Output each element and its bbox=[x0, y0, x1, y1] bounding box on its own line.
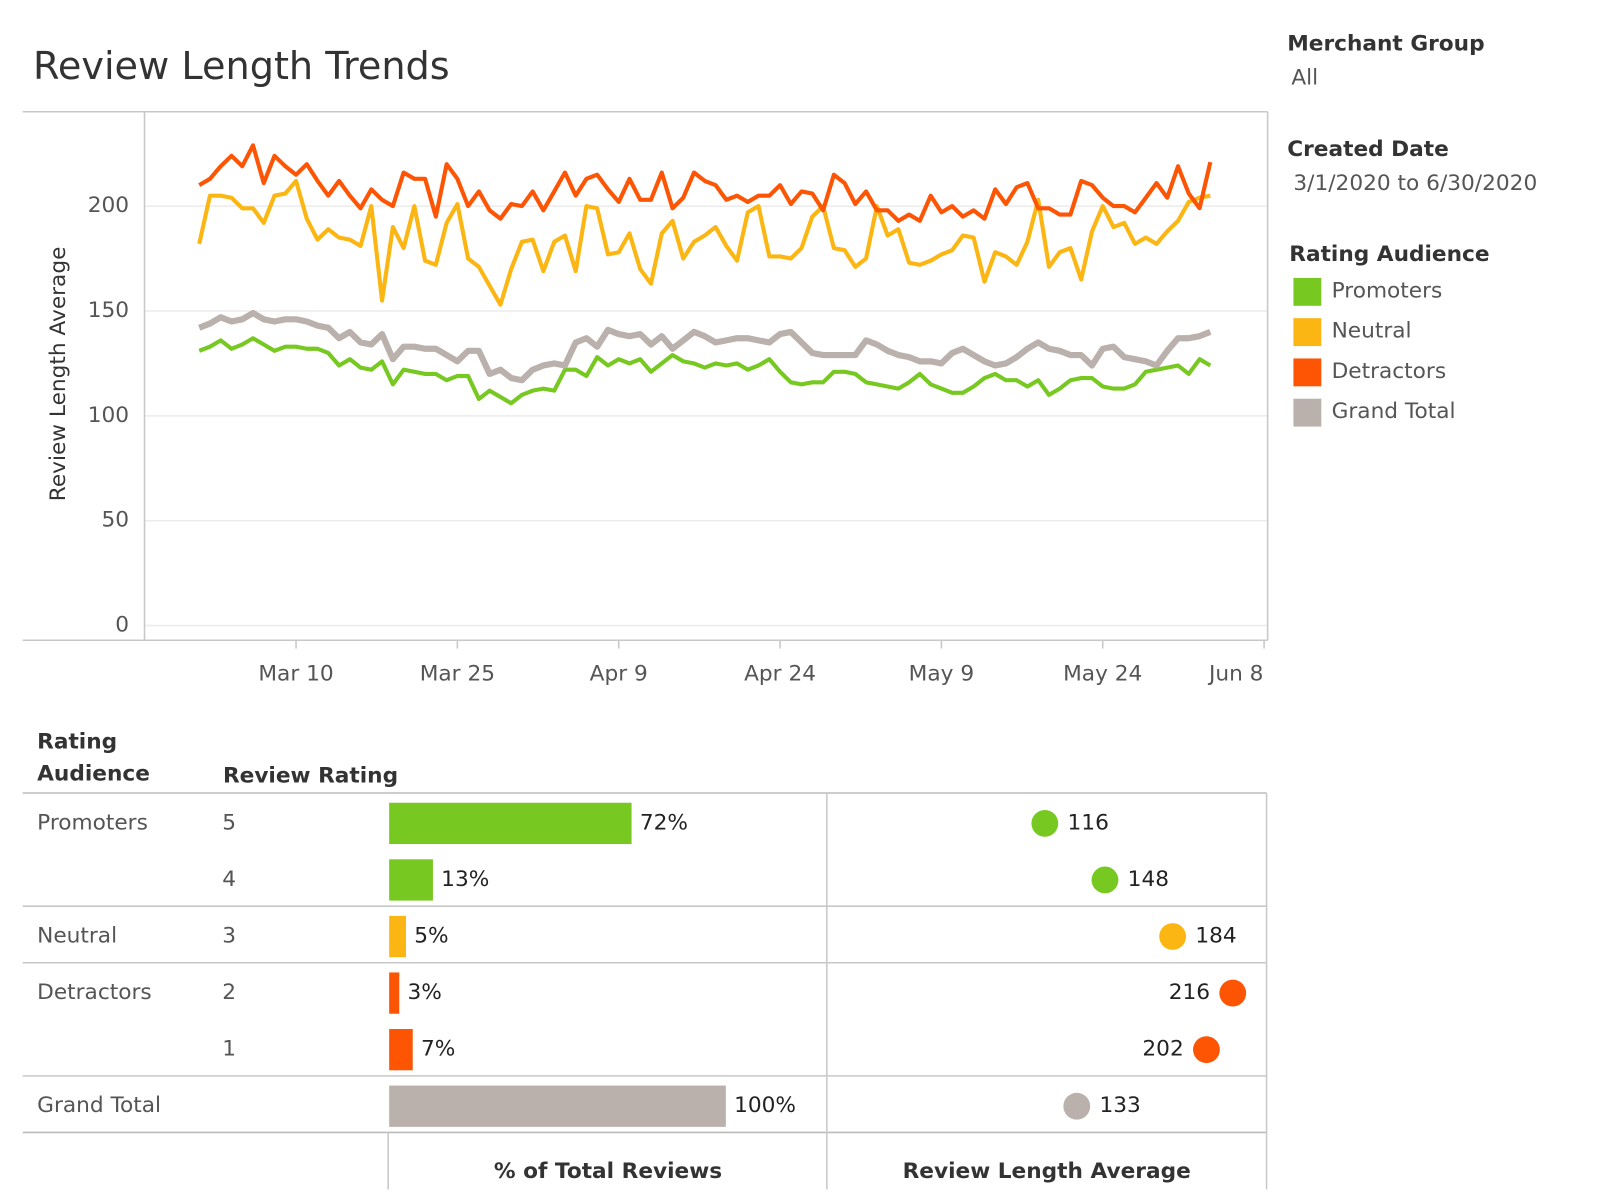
row-header-line: Rating bbox=[37, 729, 125, 754]
series-line bbox=[197, 178, 1211, 307]
legend-label[interactable]: Grand Total bbox=[1332, 399, 1456, 424]
bar-label: 72% bbox=[640, 810, 688, 835]
x-tick-label: Jun 8 bbox=[1207, 661, 1264, 686]
dot bbox=[1159, 923, 1187, 950]
y-tick-label: 50 bbox=[101, 508, 129, 533]
legend-swatch bbox=[1293, 358, 1322, 387]
dot bbox=[1193, 1036, 1220, 1064]
y-tick-label: 150 bbox=[88, 298, 129, 323]
row-label: 2 bbox=[222, 980, 236, 1005]
row-header: Review Rating bbox=[223, 764, 398, 789]
filter-value[interactable]: All bbox=[1291, 66, 1318, 91]
bar-label: 5% bbox=[414, 924, 448, 949]
bar bbox=[389, 1029, 413, 1071]
filter-title: Merchant Group bbox=[1287, 32, 1484, 57]
legend-swatch bbox=[1293, 277, 1322, 306]
y-tick-label: 0 bbox=[115, 613, 129, 638]
dot-label: 116 bbox=[1068, 810, 1109, 835]
row-group-label: Detractors bbox=[37, 980, 152, 1005]
x-tick-label: Mar 25 bbox=[420, 661, 495, 686]
filter-value[interactable]: 3/1/2020 to 6/30/2020 bbox=[1293, 171, 1537, 196]
legend-label[interactable]: Detractors bbox=[1332, 359, 1447, 384]
row-header: Rating Audience bbox=[37, 729, 150, 786]
row-header-line: Audience bbox=[37, 761, 150, 786]
series-line bbox=[198, 143, 1213, 223]
legend-swatch bbox=[1293, 398, 1322, 427]
dot-label: 202 bbox=[1142, 1037, 1183, 1062]
row-group-label: Neutral bbox=[37, 924, 117, 949]
x-tick-label: Apr 9 bbox=[590, 661, 648, 686]
dot-label: 216 bbox=[1169, 980, 1210, 1005]
dot bbox=[1091, 866, 1119, 894]
bar bbox=[389, 802, 632, 845]
row-group-label: Promoters bbox=[37, 810, 148, 835]
row-label: 3 bbox=[222, 924, 236, 949]
bar bbox=[389, 1085, 726, 1127]
row-label: 5 bbox=[222, 810, 236, 835]
bar-label: 13% bbox=[441, 867, 489, 892]
bar bbox=[389, 915, 406, 958]
dashboard-title: Review Length Trends bbox=[33, 45, 450, 89]
legend-label[interactable]: Promoters bbox=[1332, 278, 1443, 303]
y-tick-label: 100 bbox=[88, 403, 129, 428]
dot bbox=[1219, 979, 1247, 1007]
dot bbox=[1031, 809, 1059, 837]
dot-label: 133 bbox=[1099, 1093, 1140, 1118]
bar bbox=[389, 972, 400, 1014]
row-label: 4 bbox=[222, 867, 236, 892]
dot-label: 184 bbox=[1195, 924, 1236, 949]
x-tick-label: Apr 24 bbox=[744, 661, 816, 686]
series-line bbox=[198, 309, 1212, 384]
dot bbox=[1063, 1092, 1091, 1120]
column-header: % of Total Reviews bbox=[494, 1159, 722, 1184]
legend-swatch bbox=[1293, 318, 1322, 347]
legend-title: Rating Audience bbox=[1289, 242, 1489, 267]
y-tick-label: 200 bbox=[88, 193, 129, 218]
row-group-label: Grand Total bbox=[37, 1093, 161, 1118]
y-axis-label: Review Length Average bbox=[46, 247, 71, 502]
x-tick-label: May 9 bbox=[909, 661, 974, 686]
bar bbox=[389, 859, 433, 901]
series-line bbox=[198, 336, 1212, 406]
bar-label: 7% bbox=[421, 1037, 455, 1062]
filter-title: Created Date bbox=[1287, 137, 1449, 162]
column-header: Review Length Average bbox=[903, 1159, 1191, 1184]
bar-label: 3% bbox=[408, 980, 442, 1005]
dot-label: 148 bbox=[1128, 867, 1169, 892]
bar-label: 100% bbox=[734, 1093, 796, 1118]
x-tick-label: Mar 10 bbox=[258, 661, 333, 686]
legend-label[interactable]: Neutral bbox=[1332, 319, 1412, 344]
x-tick-label: May 24 bbox=[1063, 661, 1142, 686]
row-label: 1 bbox=[222, 1037, 236, 1062]
